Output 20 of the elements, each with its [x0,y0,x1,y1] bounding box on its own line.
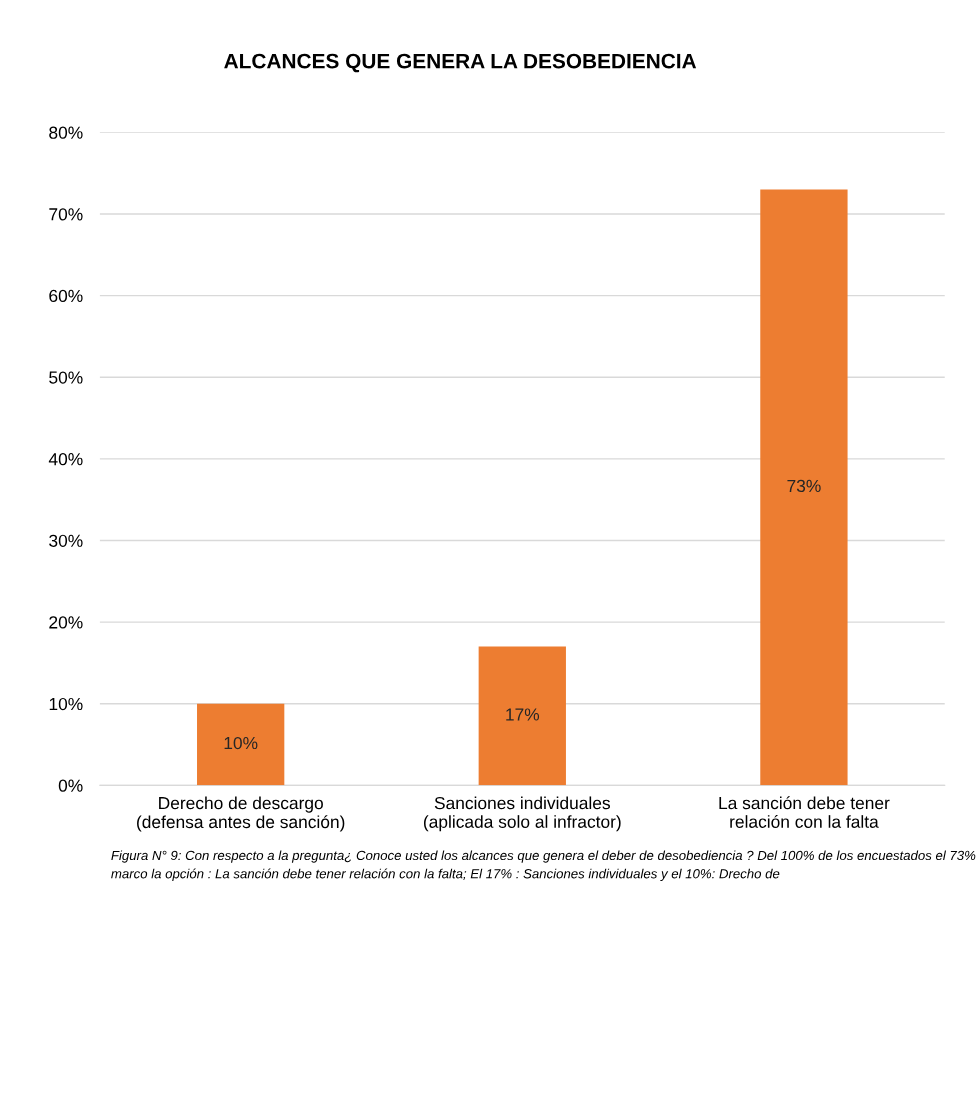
x-tick-label: Sanciones individuales (aplicada solo al infractor) [423,796,621,832]
y-tick-label: 70% [49,208,83,221]
chart-title: ALCANCES QUE GENERA LA DESOBEDIENCIA [224,53,697,73]
y-tick-label: 0% [58,779,83,792]
y-tick-label: 30% [49,534,83,547]
text: Figura N° 9: Con respecto a la pregunta¿ Conoce usted los alcances que genera el deber de desobediencia ? Del 100% de los encuestados el 73% marco la opción : La sanción debe tener relación con la falta; El 17% : Sanciones individuales y el 10%: Drecho de [111,850,976,881]
data-label: 17% [506,708,540,721]
y-tick-label: 60% [49,289,83,303]
x-tick-label: Derecho de descargo (defensa antes de sanción) [137,796,345,832]
y-tick-label: 20% [49,616,83,629]
data-label: 10% [224,736,258,750]
y-tick-label: 10% [49,697,83,711]
data-label: 73% [787,479,821,493]
bar [197,703,285,786]
y-tick-label: 80% [49,126,83,139]
bar [760,189,848,786]
y-tick-label: 50% [49,371,83,384]
x-tick-label: La sanción debe tener relación con la falta [719,796,890,828]
bar [478,646,566,786]
y-tick-label: 40% [48,453,83,466]
